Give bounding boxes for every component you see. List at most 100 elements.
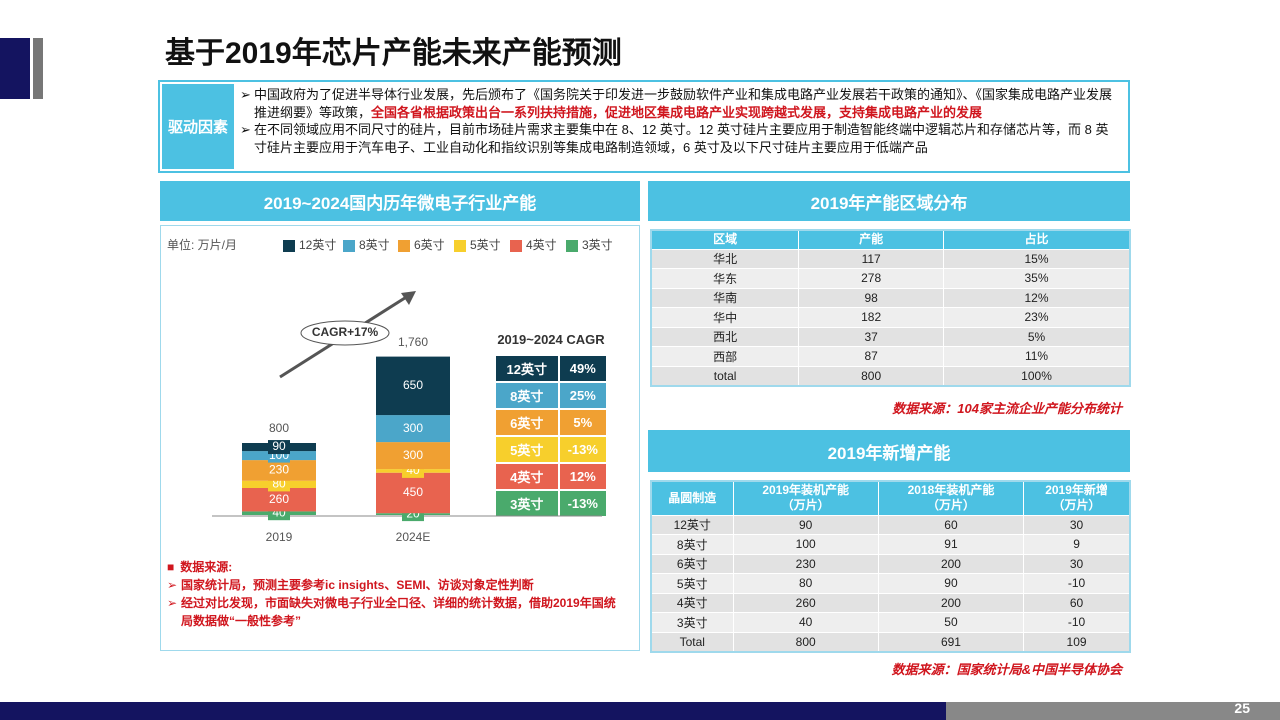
table-cell: 西北 [650,326,800,347]
panel-header: 2019年产能区域分布 [648,181,1130,221]
table-cell: 182 [798,307,945,328]
legend-swatch [454,240,466,252]
table-cell: 35% [943,268,1131,289]
x-tick-label: 2019 [266,530,293,544]
source-note: 数据来源：104家主流企业产能分布统计 [892,401,1122,416]
table-cell: 15% [943,248,1131,269]
header-cell: 晶圆制造 [650,480,734,516]
legend-swatch [510,240,522,252]
table-row: 华中 182 23% [650,307,1131,328]
bar-segment [242,460,316,481]
page-number: 25 [1234,700,1250,716]
table-cell: 691 [877,631,1025,652]
x-tick-label: 2024E [396,530,431,544]
header-row: 晶圆制造 2019年装机产能 （万片） 2018年装机产能 （万片） 2019年新增 … [650,480,1131,516]
cagr-row: 5英寸 -13% [495,436,607,463]
note: ➢ 国家统计局，预测主要参考ic insights、SEMI、访谈对象定性判断 [167,576,627,594]
cagr-cell: 4英寸 [495,463,559,490]
label-box [268,477,290,492]
cagr-table: 12英寸 49% 8英寸 25% 6英寸 5% 5英寸 -13% 4英寸 12% 3英寸 -13% [495,355,607,517]
table-cell: 西部 [650,346,800,367]
cagr-row: 6英寸 5% [495,409,607,436]
marker: ➢ [167,578,178,592]
bullet-marker: ➢ [240,87,251,102]
bullet-text: 在不同领域应用不同尺寸的硅片，目前市场硅片需求主要集中在 8、12 英寸。12 … [254,122,1109,155]
driver-text: ➢ 中国政府为了促进半导体行业发展，先后颁布了《国务院关于印发进一步鼓励软件产业和… [240,86,1120,156]
marker: ➢ [167,596,178,610]
bar-segment [376,356,450,416]
data-label: 230 [269,463,289,477]
table-cell: 8英寸 [650,534,734,555]
notes-title-text: 数据来源: [180,560,233,574]
legend-label: 6英寸 [414,238,445,252]
table-cell: 40 [732,612,879,633]
table-row: 华南 98 12% [650,287,1131,308]
table-cell: 华北 [650,248,800,269]
panel-header: 2019年新增产能 [648,430,1130,472]
bullet-emphasis: 全国各省根据政策出台一系列扶持措施，促进地区集成电路产业实现跨越式发展，支持集成… [371,104,983,120]
table-cell: 12% [943,287,1131,308]
table-row: 华北 117 15% [650,248,1131,269]
table-cell: 90 [732,514,879,535]
table-cell: 60 [877,514,1025,535]
data-label: 260 [269,492,289,506]
header-cell: 产能 [798,229,945,250]
notes-title: ■ 数据来源: [167,558,627,576]
table-row: Total 800 691 109 [650,631,1131,652]
header-row: 区域 产能 占比 [650,229,1131,250]
cagr-row: 8英寸 25% [495,382,607,409]
header-cell: 2019年装机产能 （万片） [732,480,879,516]
data-label: 650 [403,378,423,392]
cagr-cell: 49% [558,355,607,382]
bar-segment [376,442,450,470]
table-cell: 华东 [650,268,800,289]
legend-label: 4英寸 [526,238,557,252]
cagr-cell: 12% [558,463,607,490]
legend-swatch [566,240,578,252]
table-cell: total [650,365,800,386]
bullet-text: 中国政府为了促进半导体行业发展，先后颁布了《国务院关于印发进一步鼓励软件产业和集… [254,87,1113,120]
source-note: 数据来源：国家统计局&中国半导体协会 [891,662,1122,677]
cagr-title: 2019~2024 CAGR [497,332,605,347]
unit-label: 单位: 万片/月 [167,237,237,252]
table-cell: 80 [732,573,879,594]
data-label: 300 [403,448,423,462]
legend-swatch [343,240,355,252]
label-box [268,440,290,455]
bar-segment [242,488,316,512]
cagr-row: 12英寸 49% [495,355,607,382]
header-cell: 区域 [650,229,800,250]
footer-bar [0,702,946,720]
table-cell: 800 [798,365,945,386]
footer-bar [946,702,1280,720]
legend-swatch [398,240,410,252]
table-row: total 800 100% [650,365,1131,386]
cagr-row: 3英寸 -13% [495,490,607,517]
cagr-cell: 3英寸 [495,490,559,517]
header-cell: 2018年装机产能 （万片） [877,480,1025,516]
table-cell: 87 [798,346,945,367]
table-cell: 4英寸 [650,592,734,613]
table-cell: 100% [943,365,1131,386]
legend-swatch [283,240,295,252]
arrow-head [401,291,416,305]
cagr-row: 4英寸 12% [495,463,607,490]
annotation-bubble [300,320,390,346]
cagr-cell: 25% [558,382,607,409]
note: ➢ 经过对比发现，市面缺失对微电子行业全口径、详细的统计数据，借助2019年国统局… [167,594,627,630]
cagr-cell: -13% [558,436,607,463]
table-row: 西部 87 11% [650,346,1131,367]
panel-header: 2019~2024国内历年微电子行业产能 [160,181,640,221]
table-cell: 5英寸 [650,573,734,594]
table-cell: 30 [1023,514,1131,535]
bullet: ➢ 中国政府为了促进半导体行业发展，先后颁布了《国务院关于印发进一步鼓励软件产业和… [240,86,1120,121]
slide-title: 基于2019年芯片产能未来产能预测 [165,37,622,70]
table-row: 华东 278 35% [650,268,1131,289]
legend-label: 3英寸 [582,238,613,252]
table-row: 12英寸 90 60 30 [650,514,1131,535]
table-cell: 230 [732,553,879,574]
table-cell: 800 [732,631,879,652]
total-label: 800 [269,421,289,435]
